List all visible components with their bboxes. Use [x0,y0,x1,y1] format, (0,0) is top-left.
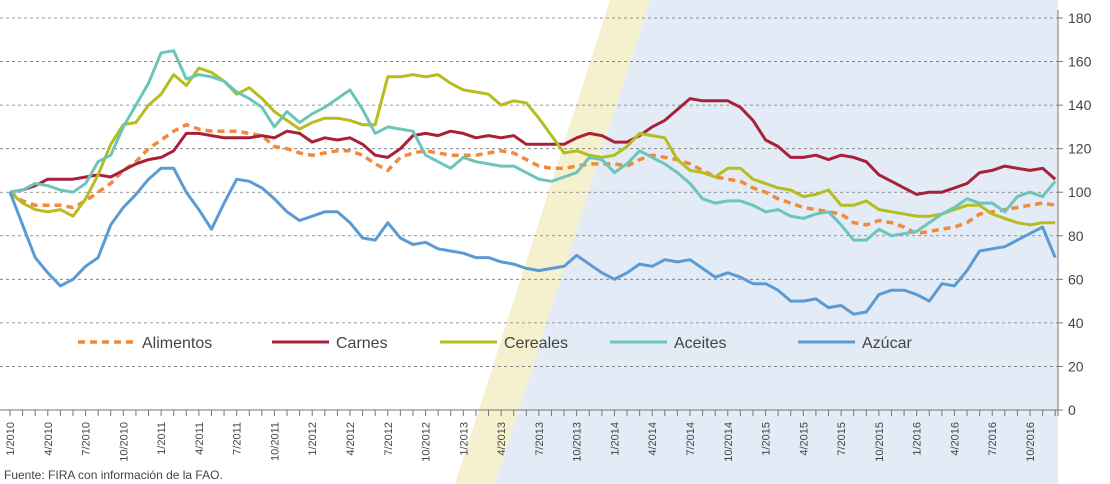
x-tick-label: 10/2016 [1025,422,1037,462]
x-tick-label: 4/2012 [345,422,357,456]
x-tick-label: 10/2014 [723,422,735,462]
x-tick-label: 10/2015 [874,422,886,462]
x-tick-label: 4/2010 [43,422,55,456]
x-tick-label: 1/2012 [307,422,319,456]
x-tick-label: 10/2010 [118,422,130,462]
series-line [9,49,1057,242]
x-tick-label: 10/2011 [269,422,281,461]
legend-label: Carnes [336,335,388,352]
x-tick-label: 7/2013 [534,422,546,456]
background-region [495,0,1058,484]
y-tick-label: 80 [1068,228,1084,244]
legend-label: Cereales [504,335,568,352]
x-tick-label: 4/2014 [647,422,659,456]
y-tick-label: 40 [1068,315,1084,331]
background-band [455,0,650,484]
legend-label: Azúcar [862,335,912,352]
x-tick-label: 10/2012 [421,422,433,462]
y-tick-label: 180 [1068,10,1092,26]
x-tick-label: 1/2011 [156,422,168,455]
series-line [9,66,1056,227]
x-tick-label: 10/2013 [572,422,584,462]
x-tick-label: 7/2014 [685,422,697,456]
x-tick-label: 7/2012 [383,422,395,456]
x-tick-label: 1/2010 [5,422,17,456]
y-tick-label: 0 [1068,402,1076,418]
y-tick-label: 60 [1068,271,1084,287]
x-tick-label: 1/2013 [458,422,470,456]
x-tick-label: 7/2016 [987,422,999,456]
x-tick-label: 4/2015 [798,422,810,456]
x-tick-label: 1/2015 [761,422,773,456]
source-note: Fuente: FIRA con información de la FAO. [4,468,223,482]
legend-label: Alimentos [142,335,212,352]
series-line [8,166,1057,316]
x-tick-label: 7/2011 [232,422,244,455]
x-tick-label: 4/2013 [496,422,508,456]
y-tick-label: 120 [1068,141,1092,157]
series-line [9,97,1057,196]
x-tick-label: 7/2015 [836,422,848,456]
x-tick-label: 7/2010 [81,422,93,456]
x-tick-label: 4/2011 [194,422,206,455]
x-tick-label: 4/2016 [949,422,961,456]
y-tick-label: 160 [1068,54,1092,70]
y-tick-label: 100 [1068,184,1092,200]
legend-label: Aceites [674,335,726,352]
x-tick-label: 1/2016 [912,422,924,456]
y-tick-label: 140 [1068,97,1092,113]
x-tick-label: 1/2014 [609,422,621,456]
y-tick-label: 20 [1068,358,1084,374]
series-line [9,122,1056,236]
